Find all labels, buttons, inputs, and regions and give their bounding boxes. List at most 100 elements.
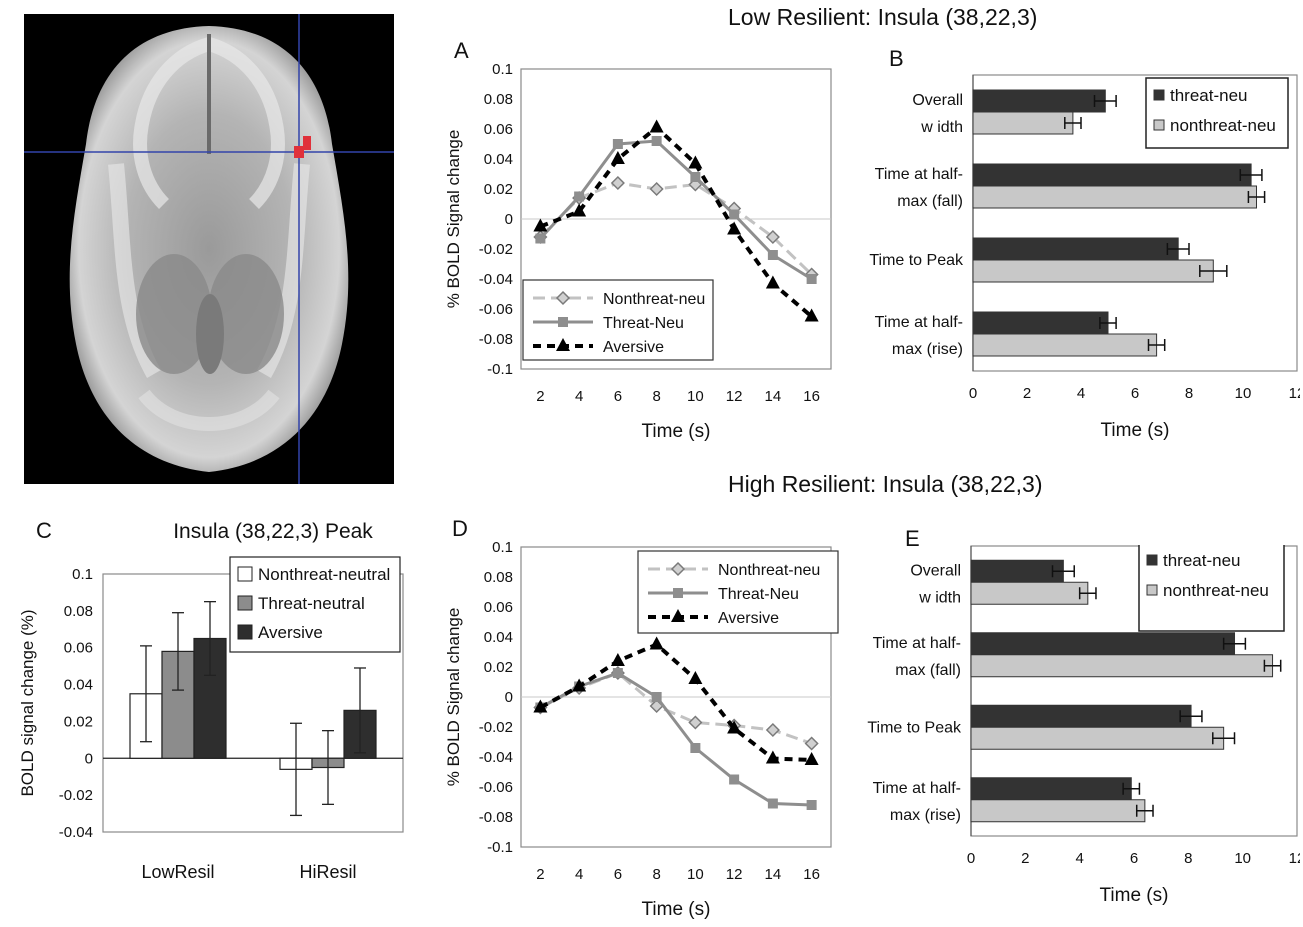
legend-swatch	[1146, 584, 1158, 596]
bar	[972, 89, 1106, 113]
y-tick-label: -0.02	[479, 241, 513, 258]
category-label: Overall	[910, 562, 961, 579]
y-tick-label: 0.1	[492, 539, 513, 556]
category-label: w idth	[920, 119, 963, 136]
legend-swatch	[1153, 119, 1165, 131]
x-axis-label: Time (s)	[642, 421, 711, 442]
category-label: w idth	[918, 589, 961, 606]
x-tick-label: 16	[803, 388, 820, 405]
legend-label: nonthreat-neu	[1170, 116, 1276, 135]
x-tick-label: 0	[967, 850, 975, 867]
y-tick-label: -0.06	[479, 301, 513, 318]
bar	[970, 559, 1064, 583]
chart-a: 0.1 0.08 0.06 0.04 0.02 0 -0.02 -0.04 -0.06 -0.08…	[444, 61, 832, 442]
brain-occipital	[138, 389, 280, 431]
legend-swatch	[1146, 554, 1158, 566]
x-tick-label: 16	[803, 866, 820, 883]
x-tick-label: 12	[1289, 850, 1300, 867]
data-point	[765, 229, 780, 245]
legend-swatch	[1153, 89, 1165, 101]
legend-label: Nonthreat-neu	[603, 291, 705, 308]
x-tick-label: 4	[1077, 385, 1085, 402]
series-line-2	[539, 124, 813, 319]
x-tick-label: 14	[765, 388, 782, 405]
legend-swatch-marker	[555, 290, 571, 306]
y-tick-label: 0.04	[484, 151, 513, 168]
x-tick-label: 10	[1234, 850, 1251, 867]
y-tick-label: -0.02	[479, 719, 513, 736]
chart-c-plot: 0.1 0.08 0.06 0.04 0.02 0 -0.02 -0.04 BOLD signa…	[18, 520, 404, 882]
data-point	[804, 736, 819, 751]
chart-b-plot: 0 2 4 6 8 10 12 Time (s) Overall w idth Time at ha…	[869, 74, 1300, 441]
high-resilient-title: High Resilient: Insula (38,22,3)	[728, 471, 1043, 497]
bar	[970, 777, 1132, 801]
roi-marker-1	[294, 146, 304, 158]
data-point	[727, 221, 742, 235]
panel-letter-b: B	[889, 46, 904, 71]
bar	[972, 259, 1214, 283]
data-point	[688, 715, 703, 730]
bar	[970, 704, 1192, 728]
data-point	[729, 209, 740, 220]
legend-swatch-marker	[670, 561, 686, 577]
chart-e-plot: 0 2 4 6 8 10 12 Time (s) Overall w idth Time at ha…	[867, 545, 1300, 906]
chart-a-plot: 0.1 0.08 0.06 0.04 0.02 0 -0.02 -0.04 -0.06 -0.08…	[444, 61, 832, 442]
series-line-1	[539, 139, 813, 281]
data-point	[688, 671, 703, 684]
x-tick-label: 4	[1075, 850, 1083, 867]
bar	[972, 111, 1074, 135]
category-label: LowResil	[141, 862, 214, 882]
bar	[970, 581, 1089, 605]
data-point	[610, 653, 625, 666]
chart-c: 0.1 0.08 0.06 0.04 0.02 0 -0.02 -0.04 BOLD signa…	[18, 520, 404, 882]
chart-e: 0 2 4 6 8 10 12 Time (s) Overall w idth Time at ha…	[867, 545, 1300, 906]
category-label: Time at half-	[873, 780, 961, 797]
legend-label: threat-neu	[1170, 86, 1248, 105]
data-point	[533, 699, 548, 713]
y-tick-label: 0	[505, 211, 513, 228]
y-tick-label: -0.1	[487, 839, 513, 856]
legend-box	[1138, 545, 1285, 632]
legend-swatch-marker	[556, 338, 570, 351]
legend-swatch-marker	[673, 588, 683, 598]
brain-slice-svg	[24, 14, 394, 484]
data-point	[690, 172, 701, 182]
data-point	[804, 752, 819, 765]
legend-label: Aversive	[258, 623, 323, 642]
y-axis-label: % BOLD Signal change	[444, 608, 463, 787]
x-tick-label: 12	[726, 866, 743, 883]
x-tick-label: 10	[1235, 385, 1252, 402]
category-label: Time at half-	[873, 635, 961, 652]
y-tick-label: -0.08	[479, 809, 513, 826]
series-line-1	[539, 671, 812, 807]
bar	[970, 799, 1146, 823]
y-tick-label: -0.08	[479, 331, 513, 348]
data-point	[574, 191, 585, 202]
legend-swatch	[237, 624, 253, 640]
data-point	[806, 274, 817, 284]
y-tick-label: 0.08	[484, 569, 513, 586]
x-axis-label: Time (s)	[1101, 420, 1170, 441]
x-tick-label: 8	[1185, 385, 1193, 402]
data-point	[533, 218, 548, 232]
x-tick-label: 6	[614, 388, 622, 405]
x-tick-label: 0	[969, 385, 977, 402]
y-tick-label: 0.06	[64, 640, 93, 657]
category-label: max (fall)	[895, 662, 961, 679]
data-point	[765, 275, 780, 289]
panel-letter-a: A	[454, 38, 469, 63]
legend-label: Threat-neutral	[258, 594, 365, 613]
y-tick-label: -0.04	[479, 749, 513, 766]
brain-axial-slice-image	[24, 14, 394, 484]
x-tick-label: 6	[1130, 850, 1138, 867]
legend-box	[229, 556, 401, 653]
brain-lobe-left	[136, 254, 212, 374]
panel-letter-e: E	[905, 526, 920, 551]
x-tick-label: 12	[1289, 385, 1300, 402]
x-tick-label: 8	[652, 388, 660, 405]
x-tick-label: 6	[614, 866, 622, 883]
x-tick-label: 6	[1131, 385, 1139, 402]
y-tick-label: 0.02	[64, 713, 93, 730]
bar	[972, 185, 1257, 209]
legend-label: Nonthreat-neutral	[258, 565, 390, 584]
